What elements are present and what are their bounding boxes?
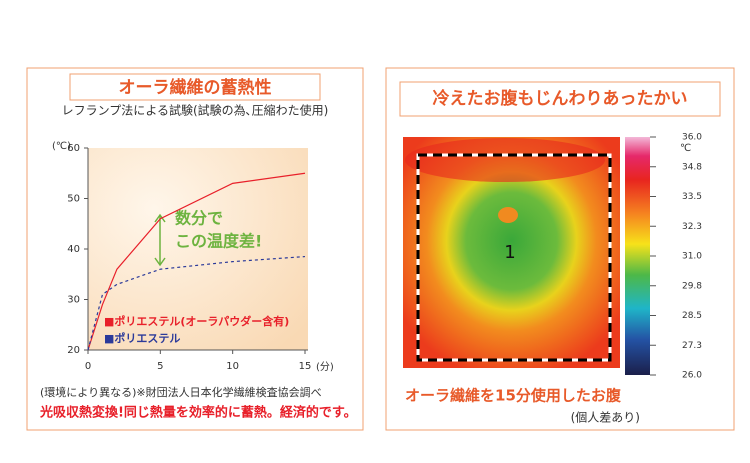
- title-box: [69, 73, 321, 101]
- right-frame: [385, 67, 735, 431]
- chart-title: オーラ繊維の蓄熱性: [119, 77, 272, 98]
- tagline: 光吸収熱変換!同じ熱量を効率的に蓄熱。経済的です。: [39, 405, 357, 421]
- x-tick-label: 5: [157, 361, 163, 372]
- note: (環境により異なる)※財団法人日本化学繊維検査協会調べ: [40, 385, 322, 399]
- chart-subtitle: レフランプ法による試験(試験の為､圧縮わた使用): [62, 103, 329, 118]
- scale-unit: ℃: [680, 143, 691, 154]
- thermal-caption: オーラ繊維を15分使用したお腹: [405, 387, 622, 405]
- left-frame: [26, 67, 364, 431]
- scale-label: 27.3: [682, 341, 702, 351]
- y-tick-label: 50: [67, 194, 80, 205]
- scale-label: 29.8: [682, 281, 702, 291]
- thermal-spot: [498, 207, 518, 223]
- annotation: この温度差!: [175, 232, 262, 251]
- legend-entry: ■ポリエステル: [104, 331, 180, 345]
- thermal-spot: [405, 138, 605, 182]
- scale-label: 36.0: [682, 133, 702, 143]
- thermal-title: 冷えたお腹もじんわりあったかい: [433, 88, 688, 109]
- series-line: [87, 255, 306, 351]
- thermal-remark: (個人差あり): [571, 411, 640, 425]
- difference-arrow: [154, 213, 166, 267]
- series-line: [87, 172, 306, 351]
- y-label: (℃): [52, 141, 71, 152]
- scale-label: 34.8: [682, 162, 702, 172]
- scale-label: 31.0: [682, 252, 702, 262]
- plot-area: [88, 148, 308, 350]
- legend-entry: ■ポリエステル(オーラパウダー含有): [104, 314, 289, 328]
- region-box: [416, 153, 612, 362]
- x-tick-label: 0: [85, 361, 91, 372]
- y-tick-label: 30: [67, 295, 80, 306]
- region-label: 1: [504, 242, 515, 263]
- color-scale: [625, 137, 650, 375]
- annotation: 数分で: [175, 209, 223, 228]
- right-title-box: [399, 81, 721, 117]
- y-tick-label: 60: [67, 143, 80, 154]
- y-tick-label: 40: [67, 244, 80, 255]
- y-tick-label: 20: [67, 345, 80, 356]
- scale-label: 28.5: [682, 311, 702, 321]
- x-tick-label: 10: [226, 361, 239, 372]
- scale-label: 26.0: [682, 371, 702, 381]
- scale-label: 32.3: [682, 222, 702, 232]
- scale-label: 33.5: [682, 192, 702, 202]
- x-label: (分): [316, 361, 334, 373]
- x-tick-label: 15: [299, 361, 312, 372]
